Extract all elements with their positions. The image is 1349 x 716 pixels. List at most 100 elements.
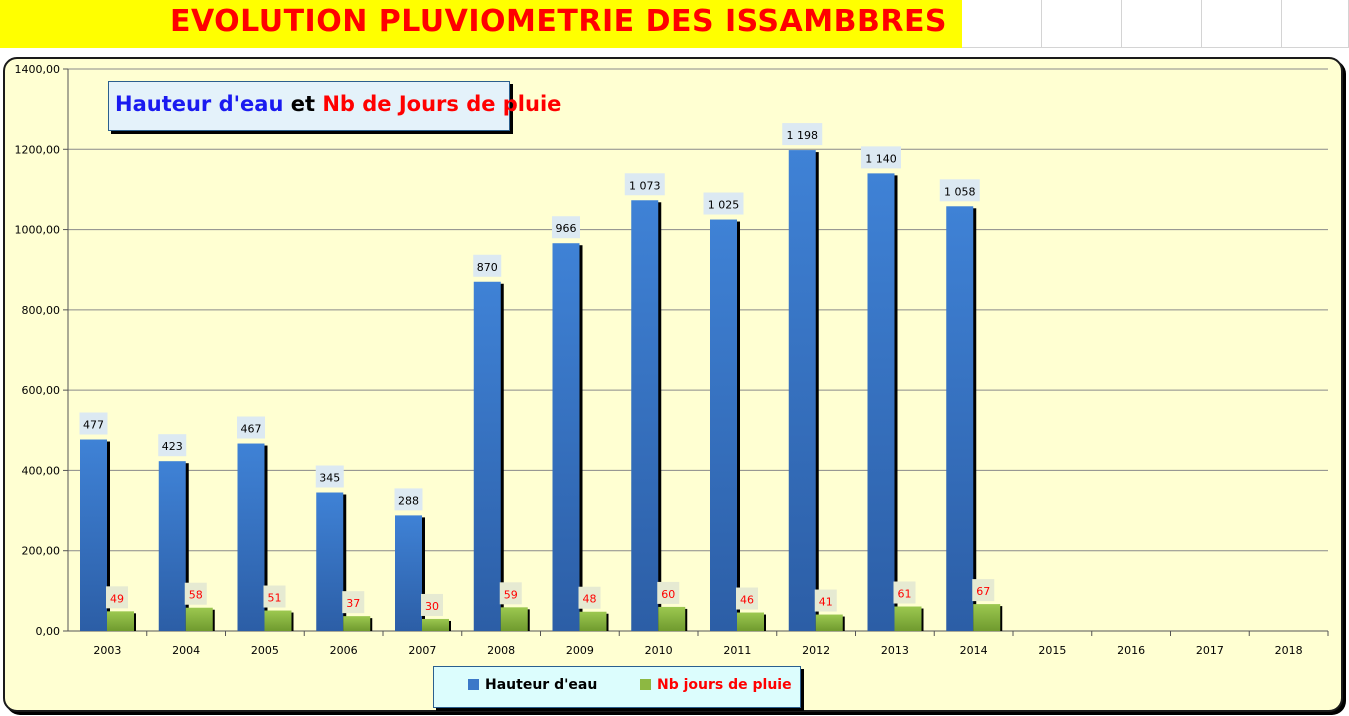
data-label-bg (939, 179, 980, 202)
bar-hauteur (473, 281, 501, 631)
bar-hauteur (316, 492, 344, 631)
data-label-jours: 58 (189, 589, 203, 602)
y-tick-label: 1000,00 (15, 224, 61, 237)
data-label-bg (315, 465, 344, 488)
legend-item-height: Hauteur d'eau (468, 677, 597, 693)
chart-title-box[interactable]: Hauteur d'eau et Nb de Jours de pluie (108, 81, 561, 131)
chart-title-part-days: Nb de Jours de pluie (322, 92, 562, 116)
data-label-bg (394, 488, 423, 511)
data-label-jours: 46 (740, 594, 754, 607)
data-label-hauteur: 423 (162, 440, 183, 453)
bar-jours (894, 606, 922, 631)
legend-swatch-blue-icon (468, 679, 479, 690)
bar-hauteur (631, 200, 659, 631)
data-label-hauteur: 467 (241, 423, 262, 436)
data-label-bg (106, 586, 128, 609)
data-label-jours: 51 (268, 592, 282, 605)
bar-hauteur (237, 443, 265, 631)
x-tick-label: 2012 (802, 644, 830, 657)
data-label-jours: 49 (110, 592, 124, 605)
data-label-bg (861, 146, 901, 169)
x-tick-label: 2014 (960, 644, 988, 657)
data-label-bg (782, 123, 823, 146)
grid-cell[interactable] (1042, 0, 1122, 48)
data-label-bg (893, 581, 916, 604)
bar-hauteur (867, 173, 895, 631)
bar-jours (185, 607, 213, 631)
x-tick-label: 2005 (251, 644, 279, 657)
data-label-jours: 41 (819, 596, 833, 609)
bar-hauteur (788, 150, 816, 632)
data-label-hauteur: 288 (398, 494, 419, 507)
axes: 0,00 200,00 400,00 600,00 800,00 1000,00 1200,… (15, 63, 1329, 657)
x-tick-label: 2017 (1196, 644, 1224, 657)
data-label-hauteur: 966 (556, 222, 577, 235)
chart-legend[interactable]: Hauteur d'eau Nb jours de pluie (433, 666, 801, 708)
bar-jours (815, 614, 843, 631)
chart-title-part-and: et (283, 92, 323, 116)
y-tick-label: 1200,00 (15, 143, 61, 156)
x-tick-label: 2010 (645, 644, 673, 657)
bar-jours (579, 611, 607, 631)
bar-hauteur (158, 461, 186, 631)
x-tick-label: 2006 (330, 644, 358, 657)
bar-hauteur (395, 515, 422, 631)
legend-item-days: Nb jours de pluie (640, 677, 792, 693)
bar-jours (422, 618, 449, 631)
data-label-bg (473, 254, 502, 277)
chart-title: Hauteur d'eau et Nb de Jours de pluie (115, 92, 561, 116)
data-label-bg (814, 589, 837, 612)
legend-swatch-green-icon (640, 679, 651, 690)
legend-label-days: Nb jours de pluie (657, 677, 792, 693)
data-label-bg (237, 416, 265, 439)
bar-jours (737, 612, 764, 631)
bar-jours (107, 611, 134, 631)
x-tick-label: 2015 (1038, 644, 1066, 657)
y-tick-label: 600,00 (22, 384, 61, 397)
x-tick-label: 2008 (487, 644, 515, 657)
bars (80, 150, 1003, 632)
x-tick-label: 2009 (566, 644, 594, 657)
x-tick-label: 2004 (172, 644, 200, 657)
x-tick-label: 2016 (1117, 644, 1145, 657)
bar-hauteur (946, 206, 974, 631)
data-label-jours: 61 (898, 588, 912, 601)
bar-hauteur (710, 219, 737, 632)
data-label-bg (657, 581, 680, 604)
chart-title-part-height: Hauteur d'eau (115, 92, 284, 116)
data-label-jours: 59 (504, 588, 518, 601)
data-label-hauteur: 345 (319, 472, 340, 485)
data-label-bg (499, 582, 522, 605)
data-label-bg (263, 585, 286, 608)
bar-jours (500, 607, 528, 631)
data-label-jours: 60 (661, 588, 675, 601)
data-label-hauteur: 1 073 (629, 179, 661, 192)
y-tick-label: 0,00 (36, 625, 61, 638)
data-label-hauteur: 870 (477, 261, 498, 274)
data-label-bg (79, 412, 108, 435)
data-label-bg (552, 216, 580, 239)
grid-cell[interactable] (1202, 0, 1282, 48)
y-tick-label: 400,00 (22, 464, 61, 477)
data-label-bg (703, 192, 744, 215)
y-tick-label: 1400,00 (15, 63, 61, 76)
data-label-jours: 48 (583, 593, 597, 606)
data-label-jours: 67 (976, 585, 990, 598)
data-label-bg (736, 587, 758, 610)
data-label-hauteur: 1 025 (708, 199, 740, 212)
bar-jours (264, 610, 292, 631)
data-label-bg (184, 582, 207, 605)
data-label-jours: 37 (346, 597, 360, 610)
data-label-hauteur: 477 (83, 419, 104, 432)
grid-cell[interactable] (962, 0, 1042, 48)
data-label-hauteur: 1 198 (787, 129, 819, 142)
data-label-bg (972, 579, 995, 602)
data-label-bg (158, 434, 187, 457)
sheet-title-bar: EVOLUTION PLUVIOMETRIE DES ISSAMBBRES (0, 0, 962, 48)
legend-label-height: Hauteur d'eau (485, 677, 598, 693)
data-label-bg (624, 173, 665, 196)
bar-jours (658, 606, 686, 631)
bar-hauteur (552, 243, 580, 631)
sheet-title: EVOLUTION PLUVIOMETRIE DES ISSAMBBRES (170, 4, 948, 39)
grid-cell[interactable] (1122, 0, 1202, 48)
